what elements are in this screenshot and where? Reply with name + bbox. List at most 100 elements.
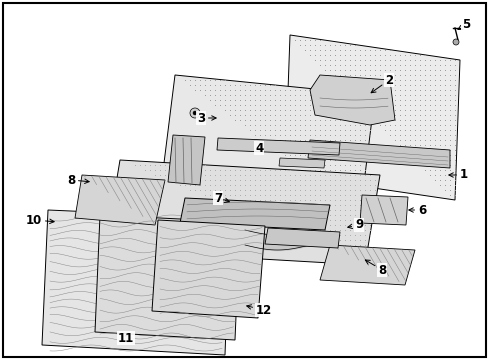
Point	[261, 102, 268, 108]
Point	[196, 187, 203, 193]
Point	[250, 97, 258, 103]
Point	[380, 82, 388, 88]
Point	[350, 212, 358, 218]
Point	[360, 142, 368, 148]
Point	[360, 252, 368, 258]
Point	[221, 197, 228, 203]
Point	[335, 137, 343, 143]
Point	[390, 67, 398, 73]
Point	[350, 62, 358, 68]
Point	[425, 122, 433, 128]
Point	[321, 42, 328, 48]
Point	[335, 237, 343, 243]
Point	[325, 52, 333, 58]
Point	[450, 137, 458, 143]
Point	[375, 117, 383, 123]
Point	[366, 62, 373, 68]
Point	[321, 172, 328, 178]
Point	[205, 182, 213, 188]
Point	[355, 132, 363, 138]
Point	[261, 212, 268, 218]
Point	[315, 152, 323, 158]
Point	[335, 97, 343, 103]
Point	[265, 182, 273, 188]
Point	[341, 177, 348, 183]
Point	[355, 252, 363, 258]
Point	[366, 102, 373, 108]
Point	[310, 122, 318, 128]
Point	[350, 67, 358, 73]
Point	[245, 172, 253, 178]
Point	[366, 222, 373, 228]
Point	[395, 77, 403, 83]
Point	[315, 47, 323, 53]
Point	[450, 167, 458, 173]
Point	[350, 172, 358, 178]
Point	[386, 117, 393, 123]
Point	[386, 127, 393, 133]
Point	[171, 177, 179, 183]
Point	[295, 172, 303, 178]
Point	[301, 197, 308, 203]
Point	[261, 87, 268, 93]
Point	[241, 192, 248, 198]
Point	[445, 92, 453, 98]
Point	[305, 207, 313, 213]
Point	[450, 77, 458, 83]
Point	[355, 247, 363, 253]
Point	[335, 232, 343, 238]
Point	[430, 112, 438, 118]
Point	[355, 142, 363, 148]
Point	[305, 127, 313, 133]
Point	[315, 52, 323, 58]
Point	[310, 187, 318, 193]
Point	[435, 67, 443, 73]
Point	[231, 112, 239, 118]
Point	[390, 122, 398, 128]
Point	[325, 162, 333, 168]
Point	[321, 157, 328, 163]
Point	[321, 207, 328, 213]
Point	[325, 172, 333, 178]
Point	[350, 97, 358, 103]
Point	[325, 42, 333, 48]
Point	[360, 202, 368, 208]
Point	[261, 132, 268, 138]
Point	[335, 167, 343, 173]
Point	[450, 92, 458, 98]
Point	[405, 107, 413, 113]
Point	[360, 247, 368, 253]
Point	[355, 177, 363, 183]
Point	[330, 162, 338, 168]
Point	[395, 62, 403, 68]
Circle shape	[193, 111, 197, 115]
Point	[450, 172, 458, 178]
Point	[341, 207, 348, 213]
Point	[350, 197, 358, 203]
Point	[380, 97, 388, 103]
Point	[156, 167, 163, 173]
Point	[236, 82, 244, 88]
Point	[256, 172, 264, 178]
Point	[245, 212, 253, 218]
Point	[386, 87, 393, 93]
Point	[350, 182, 358, 188]
Point	[290, 222, 298, 228]
Point	[355, 117, 363, 123]
Point	[360, 72, 368, 78]
Point	[335, 197, 343, 203]
Point	[281, 167, 288, 173]
Point	[450, 102, 458, 108]
Point	[355, 177, 363, 183]
Point	[355, 97, 363, 103]
Point	[380, 102, 388, 108]
Point	[285, 92, 293, 98]
Point	[221, 107, 228, 113]
Point	[315, 167, 323, 173]
Point	[386, 47, 393, 53]
Point	[360, 237, 368, 243]
Point	[450, 67, 458, 73]
Point	[285, 197, 293, 203]
Point	[335, 72, 343, 78]
Point	[176, 162, 183, 168]
